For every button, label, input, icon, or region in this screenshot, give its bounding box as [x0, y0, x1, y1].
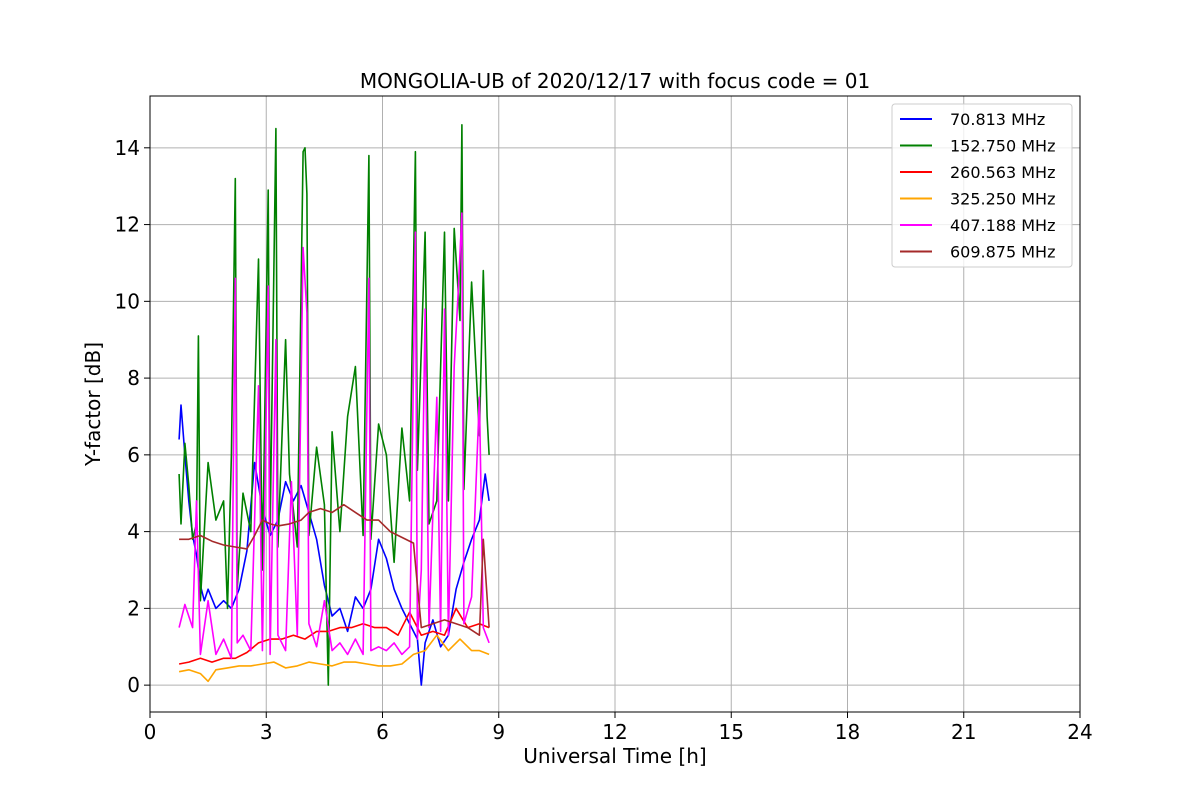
series-line-6	[179, 503, 490, 636]
series-line-1	[178, 404, 490, 686]
chart-title: MONGOLIA-UB of 2020/12/17 with focus cod…	[360, 69, 870, 93]
y-tick-label: 8	[127, 366, 140, 390]
y-tick-label: 4	[127, 520, 140, 544]
series-lines	[178, 124, 490, 686]
x-tick-label: 6	[376, 720, 389, 744]
x-tick-label: 12	[602, 720, 627, 744]
x-axis-label: Universal Time [h]	[523, 744, 706, 768]
x-tick-label: 15	[719, 720, 744, 744]
legend-box	[891, 103, 1073, 268]
y-tick-label: 0	[127, 673, 140, 697]
grid-lines	[149, 96, 1081, 712]
x-tick-label: 9	[492, 720, 505, 744]
legend-label: 407.188 MHz	[950, 216, 1055, 235]
legend-label: 70.813 MHz	[950, 110, 1045, 129]
series-line-2	[178, 124, 490, 686]
x-tick-label: 18	[835, 720, 860, 744]
y-tick-label: 2	[127, 596, 140, 620]
legend-label: 325.250 MHz	[950, 190, 1055, 209]
legend-label: 260.563 MHz	[950, 163, 1055, 182]
legend-label: 609.875 MHz	[950, 243, 1055, 262]
legend-label: 152.750 MHz	[950, 137, 1055, 156]
y-tick-label: 10	[115, 289, 140, 313]
y-axis-label: Y-factor [dB]	[81, 342, 105, 467]
series-line-5	[178, 212, 490, 660]
series-line-3	[178, 607, 490, 665]
x-tick-label: 0	[144, 720, 157, 744]
x-tick-label: 3	[260, 720, 273, 744]
series-line-4	[178, 634, 490, 683]
x-tick-label: 24	[1067, 720, 1092, 744]
x-tick-label: 21	[951, 720, 976, 744]
y-tick-label: 12	[115, 213, 140, 237]
y-tick-label: 14	[115, 136, 140, 160]
y-tick-label: 6	[127, 443, 140, 467]
legend: 70.813 MHz 152.750 MHz 260.563 MHz 325.250 …	[891, 103, 1073, 268]
